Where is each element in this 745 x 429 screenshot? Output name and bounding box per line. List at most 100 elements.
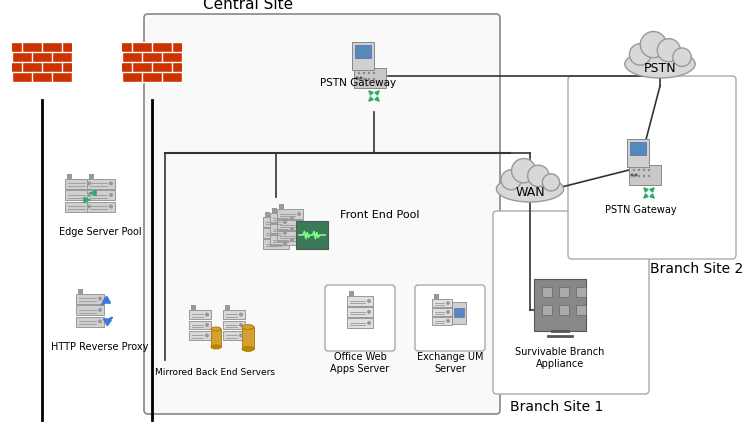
Circle shape [633,175,635,177]
Circle shape [109,181,113,185]
Bar [189,320,211,329]
Circle shape [87,193,91,197]
Bar [354,68,386,88]
Bar [89,173,94,178]
FancyBboxPatch shape [325,285,395,351]
Circle shape [527,165,549,187]
Bar [347,318,373,328]
Bar [225,305,230,310]
Bar [355,45,371,57]
Circle shape [372,72,375,74]
Bar [272,208,277,213]
Circle shape [355,76,358,79]
Bar [122,42,182,82]
Bar [191,305,196,310]
Bar [277,209,303,219]
Bar [277,231,303,241]
Bar [65,202,93,211]
Bar [242,327,254,349]
Bar [223,331,245,340]
Circle shape [358,78,360,80]
Circle shape [109,205,113,208]
Text: PSTN Gateway: PSTN Gateway [605,205,676,215]
Ellipse shape [496,176,564,202]
Bar [432,299,452,307]
Bar [78,288,83,293]
Bar [630,142,646,154]
Circle shape [283,231,287,235]
Text: Office Web
Apps Server: Office Web Apps Server [330,352,390,374]
Ellipse shape [242,347,254,351]
Circle shape [368,72,370,74]
Circle shape [638,175,640,177]
Bar [627,139,649,167]
Circle shape [633,169,635,171]
Bar [542,287,552,297]
Bar [265,212,270,218]
Circle shape [205,323,209,327]
Bar [534,279,586,331]
Bar [296,221,328,249]
Bar [629,165,661,185]
Circle shape [358,72,360,74]
Text: Front End Pool: Front End Pool [340,210,419,220]
Bar [279,204,284,209]
Circle shape [205,333,209,338]
Circle shape [367,321,371,325]
Text: HTTP Reverse Proxy: HTTP Reverse Proxy [51,342,149,352]
Bar [432,317,452,325]
Ellipse shape [242,325,254,329]
Bar [277,220,303,230]
Circle shape [297,234,301,238]
FancyBboxPatch shape [493,211,649,394]
Circle shape [367,310,371,314]
Circle shape [643,169,645,171]
Bar [223,320,245,329]
Bar [189,310,211,319]
FancyBboxPatch shape [568,76,736,259]
Circle shape [638,169,640,171]
Bar [263,218,289,227]
Circle shape [290,238,294,242]
Bar [347,296,373,306]
Bar [576,287,586,297]
Text: PSTN Gateway: PSTN Gateway [320,78,396,88]
Circle shape [87,181,91,185]
Circle shape [98,308,102,312]
Circle shape [635,173,638,176]
Bar [65,178,93,188]
Bar [76,317,104,326]
Circle shape [98,296,102,300]
Bar [352,42,374,70]
Circle shape [643,175,645,177]
Circle shape [98,320,102,323]
Circle shape [372,78,375,80]
Ellipse shape [211,345,221,349]
Text: WAN: WAN [516,187,545,199]
Ellipse shape [625,50,695,78]
Circle shape [239,313,243,317]
Bar [211,329,221,347]
Circle shape [239,333,243,338]
Circle shape [360,76,363,79]
Bar [432,308,452,316]
Bar [559,287,569,297]
Bar [76,293,104,303]
Text: Mirrored Back End Servers: Mirrored Back End Servers [155,368,275,377]
Bar [434,294,439,299]
FancyBboxPatch shape [415,285,485,351]
Circle shape [648,169,650,171]
Circle shape [501,170,521,190]
Circle shape [367,299,371,303]
Circle shape [446,310,450,314]
Bar [87,190,115,200]
Text: PSTN: PSTN [644,61,676,75]
Circle shape [363,78,365,80]
Circle shape [297,212,301,216]
FancyBboxPatch shape [144,14,500,414]
Circle shape [512,159,536,183]
Circle shape [630,44,651,65]
Bar [454,308,464,317]
Circle shape [109,193,113,197]
Circle shape [446,319,450,323]
